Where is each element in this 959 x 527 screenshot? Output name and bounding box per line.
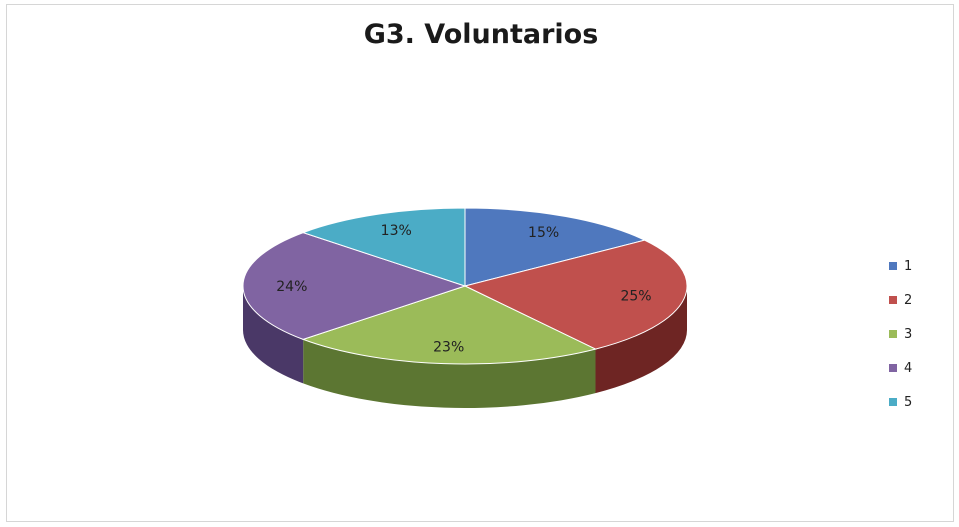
- chart-title: G3. Voluntarios: [363, 19, 599, 50]
- pie-chart: 15% 25% 23% 24% 13%: [242, 207, 688, 408]
- pie-slice-4: [242, 232, 467, 340]
- legend-label-4: 4: [904, 360, 913, 376]
- legend-label-1: 1: [904, 258, 913, 274]
- legend-label-2: 2: [904, 292, 913, 308]
- pie-side-4: [243, 286, 304, 384]
- legend-label-5: 5: [904, 394, 913, 410]
- pie-value-label-4: 24%: [276, 279, 307, 295]
- chart-legend: 1 2 3 4 5: [889, 249, 949, 419]
- pie-value-label-2: 25%: [620, 289, 651, 305]
- legend-swatch-4: [889, 364, 897, 372]
- pie-side-3: [303, 339, 596, 408]
- legend-item-2: 2: [889, 283, 949, 317]
- legend-item-1: 1: [889, 249, 949, 283]
- pie-value-label-1: 15%: [528, 225, 559, 241]
- pie-slice-2: [463, 239, 688, 350]
- pie-value-label-5: 13%: [381, 223, 412, 239]
- pie-slices: [242, 207, 688, 365]
- legend-swatch-2: [889, 296, 897, 304]
- legend-item-4: 4: [889, 351, 949, 385]
- pie-slice-5: [301, 207, 466, 287]
- pie-value-label-3: 23%: [433, 340, 464, 356]
- pie-side-2: [595, 286, 687, 394]
- pie-slice-1: [464, 207, 647, 287]
- legend-swatch-5: [889, 398, 897, 406]
- pie-side-walls: [243, 286, 687, 408]
- legend-item-5: 5: [889, 385, 949, 419]
- pie-slice-3: [301, 285, 597, 365]
- pie-value-labels: 15% 25% 23% 24% 13%: [276, 223, 651, 355]
- legend-swatch-1: [889, 262, 897, 270]
- chart-frame: G3. Voluntarios 15% 25% 23% 24% 13% 1 2 3 4 5: [6, 4, 954, 522]
- legend-label-3: 3: [904, 326, 913, 342]
- legend-swatch-3: [889, 330, 897, 338]
- legend-item-3: 3: [889, 317, 949, 351]
